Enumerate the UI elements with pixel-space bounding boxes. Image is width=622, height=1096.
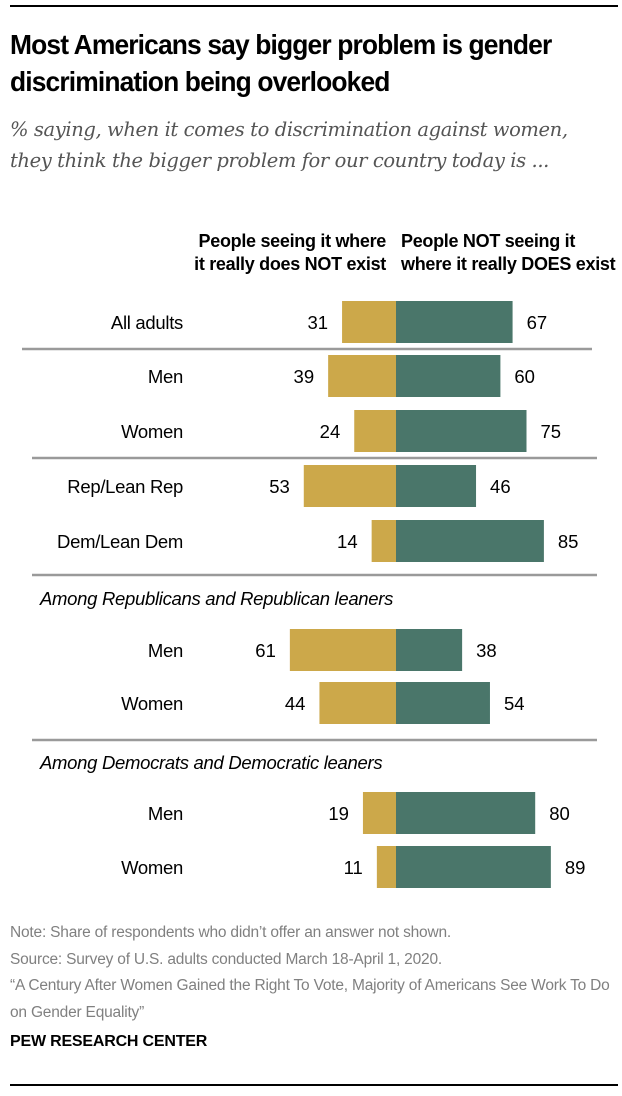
diverging-bar-chart: Among Republicans and Republican leaners… xyxy=(22,301,597,888)
category-label: Men xyxy=(148,640,183,661)
bar-right-2 xyxy=(396,410,527,452)
bar-right-5 xyxy=(396,629,463,671)
bar-left-3 xyxy=(303,465,396,507)
report-title: “A Century After Women Gained the Right … xyxy=(10,977,610,1021)
group-header: Among Democrats and Democratic leaners xyxy=(39,752,382,773)
data-label-right: 89 xyxy=(565,857,586,878)
note-text: Note: Share of respondents who didn’t of… xyxy=(10,924,451,941)
bar-right-6 xyxy=(396,682,490,724)
bar-right-7 xyxy=(396,792,536,834)
bar-left-2 xyxy=(354,410,396,452)
data-label-right: 85 xyxy=(558,531,579,552)
category-label: Women xyxy=(121,693,183,714)
category-label: All adults xyxy=(111,312,183,333)
category-label: Dem/Lean Dem xyxy=(57,531,183,552)
bar-left-0 xyxy=(342,301,396,343)
data-label-right: 80 xyxy=(549,803,570,824)
bar-left-4 xyxy=(371,520,396,562)
category-label: Men xyxy=(148,366,183,387)
bar-right-4 xyxy=(396,520,544,562)
legend-left-series: People seeing it where it really does NO… xyxy=(194,231,386,274)
bar-left-6 xyxy=(319,682,396,724)
bar-left-8 xyxy=(376,846,396,888)
bottom-rule xyxy=(10,1084,618,1086)
category-label: Women xyxy=(121,421,183,442)
data-label-left: 39 xyxy=(294,366,315,387)
group-header: Among Republicans and Republican leaners xyxy=(39,588,393,609)
footnote: Note: Share of respondents who didn’t of… xyxy=(10,920,615,1026)
data-label-left: 14 xyxy=(337,531,358,552)
category-label: Rep/Lean Rep xyxy=(67,476,183,497)
data-label-right: 38 xyxy=(476,640,497,661)
data-label-left: 11 xyxy=(344,857,363,878)
data-label-right: 46 xyxy=(490,476,511,497)
bar-left-1 xyxy=(328,355,396,397)
data-label-right: 54 xyxy=(504,693,525,714)
data-label-left: 24 xyxy=(320,421,341,442)
legend-right-series: People NOT seeing it where it really DOE… xyxy=(401,231,616,274)
bar-right-1 xyxy=(396,355,501,397)
data-label-left: 61 xyxy=(255,640,276,661)
data-label-left: 19 xyxy=(328,803,349,824)
brand-logo-text: PEW RESEARCH CENTER xyxy=(10,1033,208,1050)
category-label: Men xyxy=(148,803,183,824)
data-label-left: 31 xyxy=(307,312,328,333)
bar-left-5 xyxy=(289,629,396,671)
bar-right-3 xyxy=(396,465,477,507)
chart-title: Most Americans say bigger problem is gen… xyxy=(10,29,552,97)
data-label-left: 53 xyxy=(269,476,290,497)
data-label-left: 44 xyxy=(285,693,306,714)
top-rule xyxy=(10,5,618,7)
data-label-right: 75 xyxy=(541,421,562,442)
data-label-right: 67 xyxy=(527,312,548,333)
bar-left-7 xyxy=(362,792,396,834)
chart-subtitle: % saying, when it comes to discriminatio… xyxy=(10,118,568,172)
bar-right-0 xyxy=(396,301,513,343)
source-text: Source: Survey of U.S. adults conducted … xyxy=(10,950,442,968)
data-label-right: 60 xyxy=(514,366,535,387)
bar-right-8 xyxy=(396,846,551,888)
category-label: Women xyxy=(121,857,183,878)
